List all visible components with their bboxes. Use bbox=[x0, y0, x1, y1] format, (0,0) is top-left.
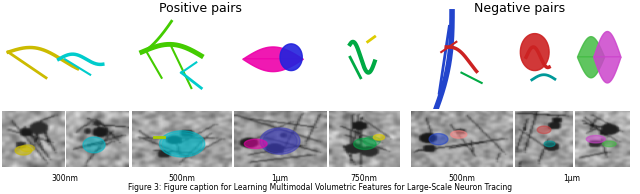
Polygon shape bbox=[577, 37, 605, 78]
Text: Negative pairs: Negative pairs bbox=[474, 2, 566, 15]
Polygon shape bbox=[159, 131, 205, 157]
Text: 500nm: 500nm bbox=[448, 174, 475, 183]
Polygon shape bbox=[20, 145, 35, 152]
Text: 500nm: 500nm bbox=[168, 174, 195, 183]
Polygon shape bbox=[603, 141, 616, 147]
Polygon shape bbox=[244, 139, 267, 149]
Polygon shape bbox=[15, 146, 32, 155]
Text: 1μm: 1μm bbox=[271, 174, 289, 183]
Text: 300nm: 300nm bbox=[52, 174, 78, 183]
Polygon shape bbox=[243, 47, 303, 72]
Text: 750nm: 750nm bbox=[351, 174, 378, 183]
Polygon shape bbox=[263, 130, 297, 152]
Text: 1μm: 1μm bbox=[415, 8, 429, 13]
Polygon shape bbox=[83, 137, 105, 153]
Polygon shape bbox=[163, 133, 202, 155]
Polygon shape bbox=[537, 126, 551, 133]
Text: Positive pairs: Positive pairs bbox=[159, 2, 242, 15]
Text: Figure 3: Figure caption for Learning Multimodal Volumetric Features for Large-S: Figure 3: Figure caption for Learning Mu… bbox=[128, 183, 512, 192]
Polygon shape bbox=[280, 44, 302, 71]
Text: 1.6μm: 1.6μm bbox=[136, 8, 156, 13]
Text: 1μm: 1μm bbox=[563, 174, 580, 183]
Polygon shape bbox=[260, 128, 300, 154]
Polygon shape bbox=[544, 141, 555, 147]
Polygon shape bbox=[373, 134, 385, 140]
Polygon shape bbox=[594, 32, 621, 83]
Polygon shape bbox=[451, 131, 467, 138]
Polygon shape bbox=[364, 136, 380, 146]
Polygon shape bbox=[354, 138, 376, 150]
Polygon shape bbox=[429, 133, 448, 145]
Text: 1μm: 1μm bbox=[8, 7, 24, 13]
Polygon shape bbox=[586, 135, 605, 143]
Polygon shape bbox=[520, 34, 549, 71]
